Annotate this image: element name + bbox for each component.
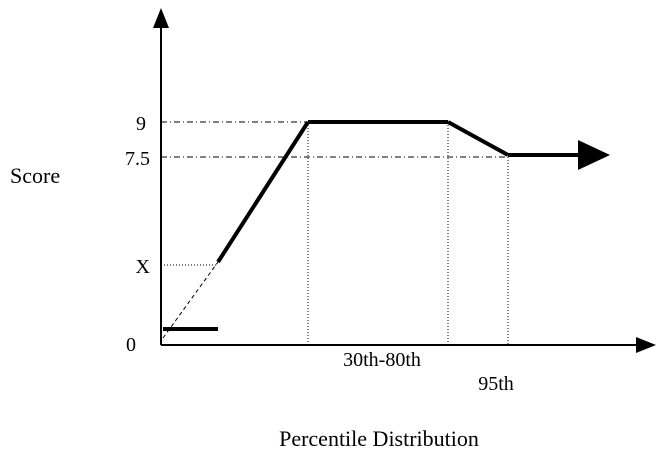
y-tick-x: X [136, 256, 151, 278]
y-axis-arrowhead [153, 8, 169, 28]
tail-arrowhead [578, 140, 610, 170]
x-annotation-30th-80th: 30th-80th [343, 349, 421, 371]
y-tick-0: 0 [126, 334, 136, 356]
y-tick-9: 9 [136, 113, 146, 135]
dashed-extrapolation-segment [162, 261, 219, 339]
x-axis-label: Percentile Distribution [279, 426, 479, 451]
y-axis-label: Score [10, 163, 60, 188]
x-axis-arrowhead [636, 337, 656, 353]
x-annotation-95th: 95th [478, 373, 514, 395]
rising-segment [216, 120, 310, 264]
declining-segment [447, 120, 509, 157]
y-tick-7-5: 7.5 [125, 148, 150, 170]
